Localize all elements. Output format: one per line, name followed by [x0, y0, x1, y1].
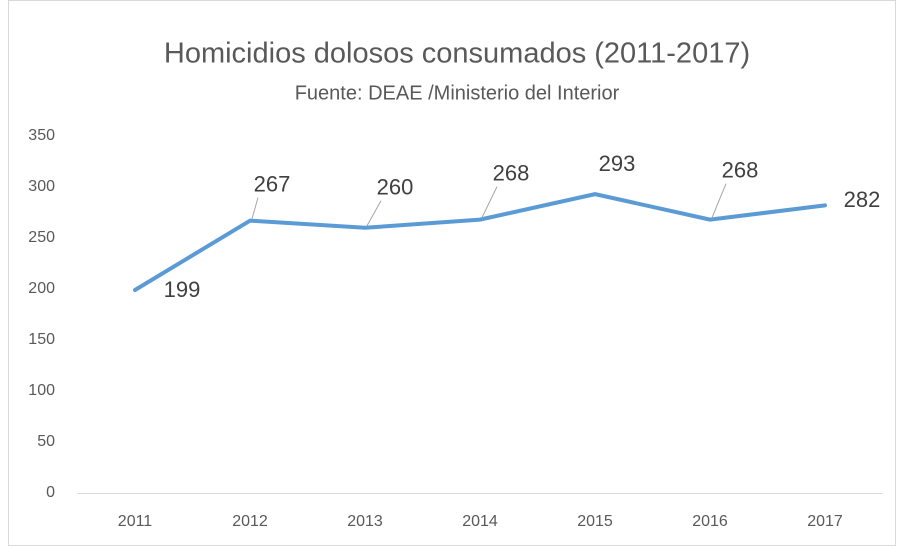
chart-border — [8, 0, 896, 546]
y-tick-label: 350 — [28, 127, 55, 144]
y-tick-label: 250 — [28, 229, 55, 246]
data-label: 282 — [844, 187, 881, 212]
leader-line — [481, 186, 498, 218]
data-label: 268 — [722, 157, 759, 182]
y-tick-label: 0 — [46, 484, 55, 501]
x-tick-label: 2014 — [462, 513, 498, 530]
y-tick-label: 100 — [28, 382, 55, 399]
leader-line — [366, 200, 382, 227]
data-label: 260 — [377, 175, 414, 200]
y-tick-label: 50 — [37, 433, 55, 450]
x-tick-label: 2011 — [118, 513, 153, 530]
x-tick-label: 2015 — [577, 513, 613, 530]
line-series — [133, 192, 827, 293]
data-label: 293 — [599, 151, 636, 176]
y-tick-label: 200 — [28, 280, 55, 297]
leader-line — [251, 197, 259, 219]
x-tick-label: 2012 — [232, 513, 268, 530]
y-tick-label: 150 — [28, 331, 55, 348]
y-tick-label: 300 — [28, 178, 55, 195]
data-label: 267 — [254, 171, 291, 196]
leader-line — [711, 183, 727, 218]
chart-subtitle: Fuente: DEAE /Ministerio del Interior — [295, 82, 620, 104]
data-label: 199 — [164, 277, 201, 302]
x-tick-label: 2016 — [692, 513, 728, 530]
chart-title: Homicidios dolosos consumados (2011-2017… — [164, 38, 750, 70]
x-tick-label: 2013 — [347, 513, 383, 530]
data-label: 268 — [493, 160, 530, 185]
x-tick-label: 2017 — [807, 513, 843, 530]
